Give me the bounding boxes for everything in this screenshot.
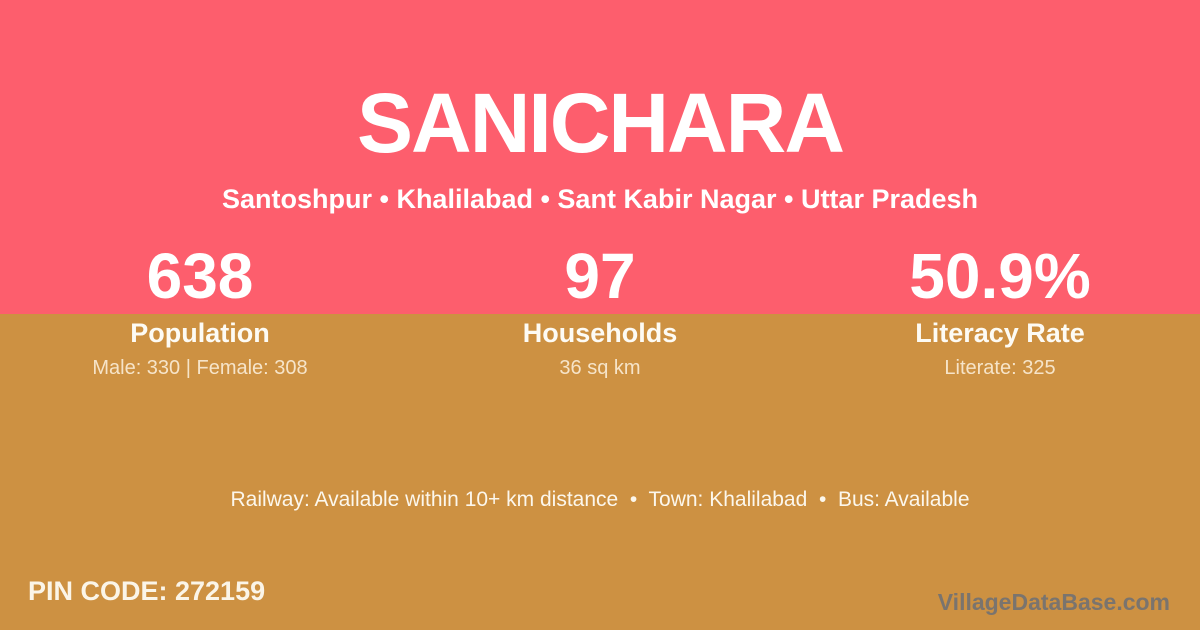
literacy-label: Literacy Rate — [915, 318, 1085, 348]
stat-households: 97 Households 36 sq km — [400, 240, 800, 380]
households-label: Households — [522, 318, 678, 348]
population-value: 638 — [146, 240, 254, 312]
households-detail: 36 sq km — [559, 357, 641, 379]
location-breadcrumb: Santoshpur • Khalilabad • Sant Kabir Nag… — [221, 184, 978, 214]
literacy-value: 50.9% — [909, 240, 1091, 312]
population-detail: Male: 330 | Female: 308 — [92, 357, 308, 379]
bottom-panel — [0, 314, 1200, 630]
stats-row: 638 Population Male: 330 | Female: 308 9… — [0, 240, 1200, 380]
population-label: Population — [130, 318, 270, 348]
households-value: 97 — [564, 240, 636, 312]
amenities-info-line: Railway: Available within 10+ km distanc… — [230, 488, 970, 511]
top-panel — [0, 0, 1200, 314]
stat-population: 638 Population Male: 330 | Female: 308 — [0, 240, 400, 380]
village-name-title: SANICHARA — [357, 76, 845, 170]
stat-literacy: 50.9% Literacy Rate Literate: 325 — [800, 240, 1200, 380]
literacy-detail: Literate: 325 — [944, 357, 1056, 379]
pin-code-text: PIN CODE: 272159 — [28, 576, 266, 606]
watermark-text: VillageDataBase.com — [937, 589, 1170, 615]
